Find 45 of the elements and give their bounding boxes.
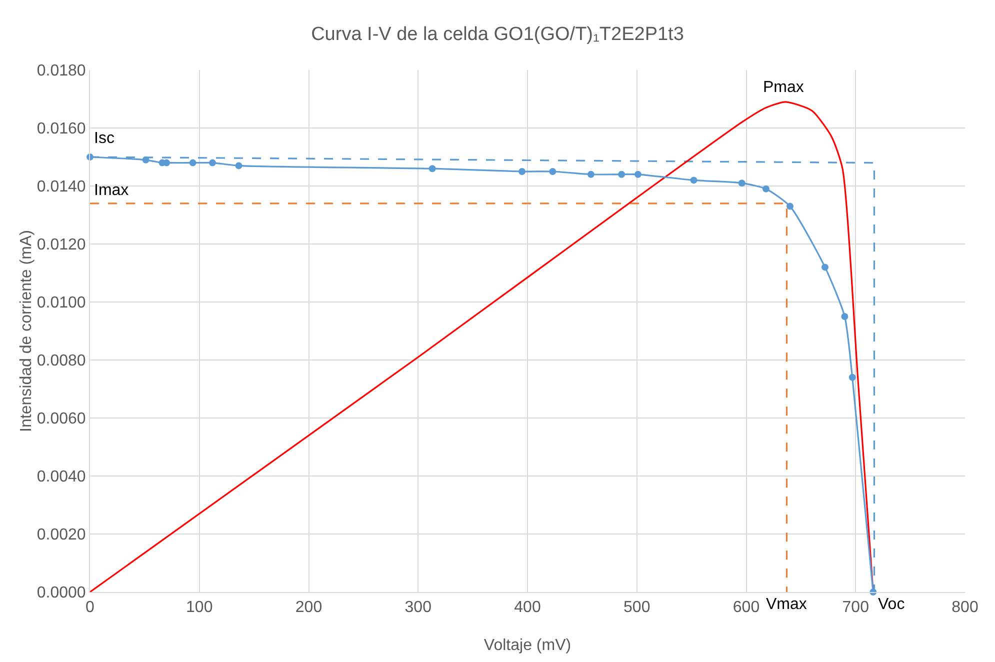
point [848, 374, 856, 381]
y-tick-label: 0.0160 [36, 120, 86, 138]
annotation: Pmax [763, 79, 804, 96]
annotation: Voc [878, 596, 905, 613]
point [518, 168, 526, 175]
point [618, 170, 626, 178]
point [235, 162, 242, 170]
y-axis-title: Intensidad de corriente (mA) [18, 230, 35, 432]
point [549, 168, 556, 175]
x-tick-label: 300 [404, 599, 432, 616]
x-tick-label: 200 [295, 599, 322, 616]
point [690, 176, 698, 184]
point [587, 170, 594, 178]
point [634, 170, 642, 178]
x-tick-label: 800 [952, 599, 978, 616]
point [209, 159, 216, 166]
x-tick-label: 500 [624, 599, 650, 616]
x-tick-label: 100 [186, 599, 213, 616]
point [738, 180, 746, 187]
point [822, 264, 828, 271]
y-tick-label: 0.0020 [36, 526, 86, 544]
y-tick-label: 0.0040 [36, 468, 86, 486]
point [142, 156, 150, 164]
y-tick-label: 0.0120 [36, 236, 86, 254]
point [841, 313, 848, 320]
x-tick-label: 700 [842, 599, 870, 616]
x-tick-label: 400 [514, 599, 541, 616]
annotation: Isc [94, 130, 114, 147]
y-tick-label: 0.0000 [36, 584, 86, 602]
y-tick-label: 0.0060 [36, 410, 86, 428]
x-axis-title: Voltaje (mV) [484, 637, 572, 654]
point [762, 185, 770, 192]
annotation: Imax [94, 182, 129, 199]
y-tick-label: 0.0180 [36, 62, 86, 80]
point [163, 159, 170, 166]
y-tick-label: 0.0080 [36, 352, 86, 370]
chart-title: Curva I-V de la celda GO1(GO/T)₁T2E2P1t3 [311, 24, 684, 45]
y-tick-label: 0.0100 [36, 294, 86, 312]
point [189, 159, 196, 166]
x-tick-label: 0 [86, 599, 95, 616]
point [428, 165, 436, 172]
y-tick-label: 0.0140 [36, 178, 86, 196]
annotation: Vmax [766, 596, 807, 613]
point [786, 202, 794, 210]
x-tick-label: 600 [732, 599, 760, 616]
